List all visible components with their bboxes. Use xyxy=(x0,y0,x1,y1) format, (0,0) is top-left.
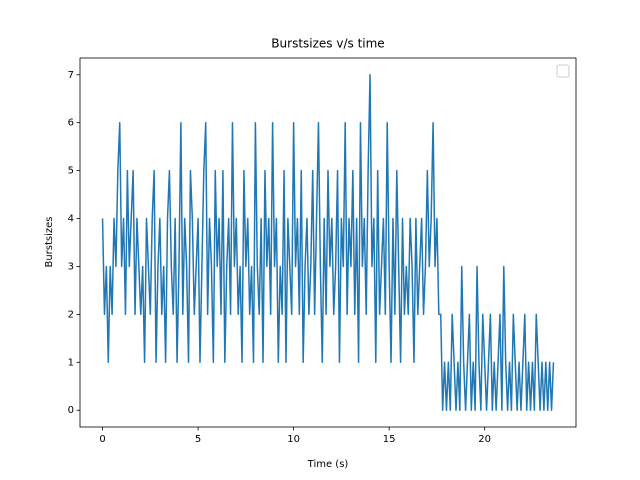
x-tick-label: 20 xyxy=(478,434,491,445)
x-tick-label: 5 xyxy=(195,434,201,445)
chart-title: Burstsizes v/s time xyxy=(271,37,384,51)
x-tick-label: 10 xyxy=(287,434,300,445)
legend xyxy=(556,64,570,78)
y-tick-label: 3 xyxy=(68,261,74,272)
y-tick-label: 6 xyxy=(68,118,74,129)
x-tick-label: 15 xyxy=(383,434,396,445)
y-tick-label: 1 xyxy=(68,357,74,368)
y-tick-label: 4 xyxy=(68,214,74,225)
y-axis-label: Burstsizes xyxy=(44,216,55,267)
x-tick-label: 0 xyxy=(99,434,105,445)
y-tick-label: 2 xyxy=(68,309,74,320)
y-tick-label: 5 xyxy=(68,166,74,177)
x-axis-label: Time (s) xyxy=(307,459,349,470)
plot-area xyxy=(101,74,555,411)
data-line xyxy=(101,74,555,411)
axes-frame xyxy=(79,57,577,428)
y-tick-label: 0 xyxy=(68,405,74,416)
y-tick-label: 7 xyxy=(68,70,74,81)
